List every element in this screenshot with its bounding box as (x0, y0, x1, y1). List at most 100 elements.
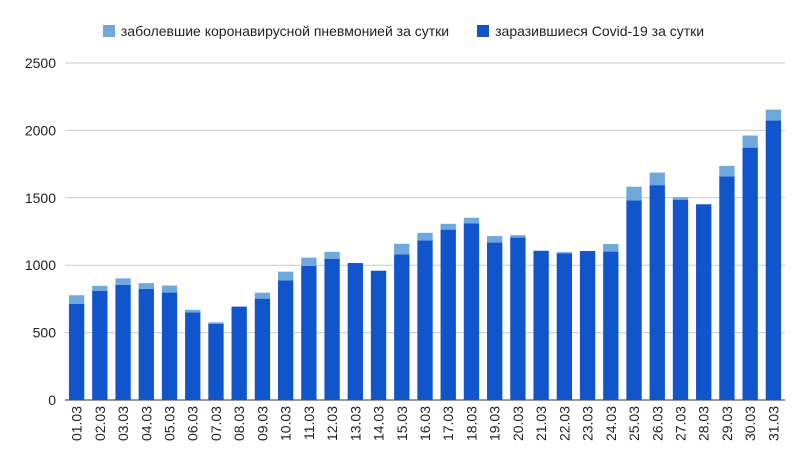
x-tick-label: 19.03 (487, 406, 503, 441)
bar-pneumonia (68, 295, 85, 304)
bar-covid (696, 204, 712, 400)
y-tick-label: 2500 (25, 55, 56, 71)
bar-covid (626, 200, 642, 400)
bar-covid (487, 242, 503, 400)
bar-covid (510, 237, 526, 400)
bar-pneumonia (254, 292, 271, 299)
x-tick-label: 18.03 (463, 406, 479, 441)
bar-pneumonia (394, 243, 410, 255)
bar-covid (579, 251, 596, 400)
bar-pneumonia (115, 278, 131, 285)
x-tick-label: 26.03 (649, 406, 665, 441)
bar-pneumonia (487, 236, 503, 243)
bar-pneumonia (603, 244, 619, 252)
x-tick-label: 21.03 (533, 406, 549, 441)
legend-item-pneumonia: заболевшие коронавирусной пневмонией за … (102, 23, 450, 39)
bar-covid (417, 240, 433, 400)
x-tick-label: 22.03 (556, 406, 572, 441)
x-tick-label: 31.03 (765, 406, 781, 441)
bar-pneumonia (208, 322, 224, 324)
legend-swatch-covid (477, 25, 490, 37)
x-tick-label: 17.03 (440, 406, 456, 441)
chart-legend: заболевшие коронавирусной пневмонией за … (0, 20, 807, 42)
y-tick-label: 500 (33, 325, 57, 341)
bar-pneumonia (719, 165, 735, 177)
bar-pneumonia (440, 223, 456, 230)
bar-covid (556, 253, 573, 400)
x-tick-label: 05.03 (162, 406, 178, 441)
x-tick-label: 24.03 (603, 406, 619, 441)
x-tick-label: 28.03 (696, 406, 712, 441)
bar-covid (370, 270, 387, 400)
bar-pneumonia (161, 285, 178, 293)
bar-covid (92, 290, 108, 400)
x-tick-label: 23.03 (580, 406, 596, 441)
x-tick-label: 25.03 (626, 406, 642, 441)
bar-covid (277, 280, 294, 400)
x-tick-label: 07.03 (208, 406, 224, 441)
x-tick-label: 08.03 (231, 406, 247, 441)
bar-covid (185, 312, 201, 400)
bar-pneumonia (301, 257, 317, 267)
bar-pneumonia (324, 251, 340, 259)
bar-pneumonia (672, 197, 689, 200)
bar-covid (440, 229, 456, 400)
bar-pneumonia (649, 172, 665, 186)
x-tick-label: 15.03 (394, 406, 410, 441)
x-tick-label: 20.03 (510, 406, 526, 441)
bar-covid (347, 263, 363, 400)
bar-covid (719, 176, 735, 400)
bar-covid (254, 298, 271, 400)
bar-covid (138, 288, 154, 400)
x-tick-label: 04.03 (138, 406, 154, 441)
bar-pneumonia (277, 271, 294, 281)
x-tick-label: 30.03 (742, 406, 758, 441)
x-tick-label: 13.03 (347, 406, 363, 441)
bar-covid (301, 266, 317, 400)
bar-covid (208, 323, 224, 400)
y-tick-label: 1000 (25, 257, 56, 273)
x-tick-label: 12.03 (324, 406, 340, 441)
x-tick-label: 06.03 (185, 406, 201, 441)
bar-pneumonia (626, 186, 642, 201)
bar-covid (533, 250, 549, 400)
x-tick-label: 11.03 (301, 406, 317, 440)
y-tick-label: 1500 (25, 190, 56, 206)
y-tick-label: 0 (48, 392, 56, 408)
legend-label-pneumonia: заболевшие коронавирусной пневмонией за … (120, 23, 450, 39)
bar-pneumonia (92, 285, 108, 291)
x-tick-label: 03.03 (115, 406, 131, 441)
bar-covid (324, 258, 340, 400)
bar-covid (765, 120, 782, 400)
x-tick-label: 01.03 (69, 406, 85, 441)
bar-pneumonia (138, 283, 154, 289)
bar-covid (394, 254, 410, 400)
bar-pneumonia (463, 217, 480, 224)
bar-covid (742, 147, 758, 400)
bar-pneumonia (742, 135, 758, 148)
bar-pneumonia (556, 252, 573, 254)
x-tick-label: 10.03 (278, 406, 294, 441)
legend-swatch-pneumonia (102, 25, 115, 37)
legend-label-covid: заразившиеся Covid-19 за сутки (495, 23, 705, 39)
bar-covid (463, 223, 480, 400)
x-tick-label: 16.03 (417, 406, 433, 441)
x-tick-label: 29.03 (719, 406, 735, 441)
bar-pneumonia (185, 309, 201, 313)
bar-covid (115, 284, 131, 400)
bar-pneumonia (765, 109, 782, 121)
bar-covid (161, 292, 178, 400)
x-tick-label: 09.03 (254, 406, 270, 441)
bar-covid (649, 185, 665, 400)
legend-item-covid: заразившиеся Covid-19 за сутки (477, 23, 704, 39)
bar-covid (603, 251, 619, 400)
bar-pneumonia (510, 235, 526, 238)
bar-covid (672, 199, 689, 400)
bar-covid (231, 306, 247, 400)
x-tick-label: 02.03 (92, 406, 108, 441)
x-tick-label: 27.03 (672, 406, 688, 441)
bar-pneumonia (417, 232, 433, 241)
y-tick-label: 2000 (25, 122, 56, 138)
bar-covid (68, 303, 85, 400)
